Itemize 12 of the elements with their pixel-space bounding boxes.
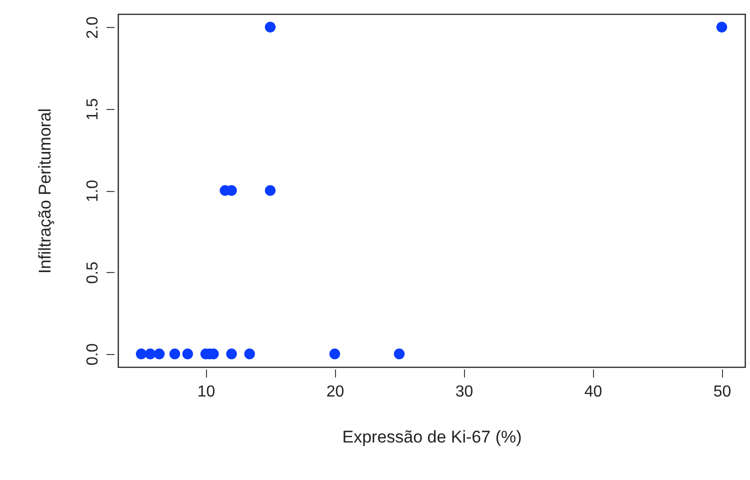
y-axis-title: Infiltração Peritumoral [36,108,54,274]
x-tick-label: 10 [197,384,216,400]
x-axis-title: Expressão de Ki-67 (%) [342,428,522,446]
y-tick-label: 0.0 [84,343,102,366]
y-tick-label: 2.0 [84,16,102,39]
y-tick-label: 1.0 [84,180,102,202]
x-tick-label: 50 [713,384,732,400]
y-tick-label: 0.5 [84,261,102,284]
x-tick-label: 20 [326,384,344,400]
y-tick-label: 1.5 [84,98,102,120]
x-tick-label: 30 [455,384,474,400]
x-tick-label: 40 [584,384,602,400]
